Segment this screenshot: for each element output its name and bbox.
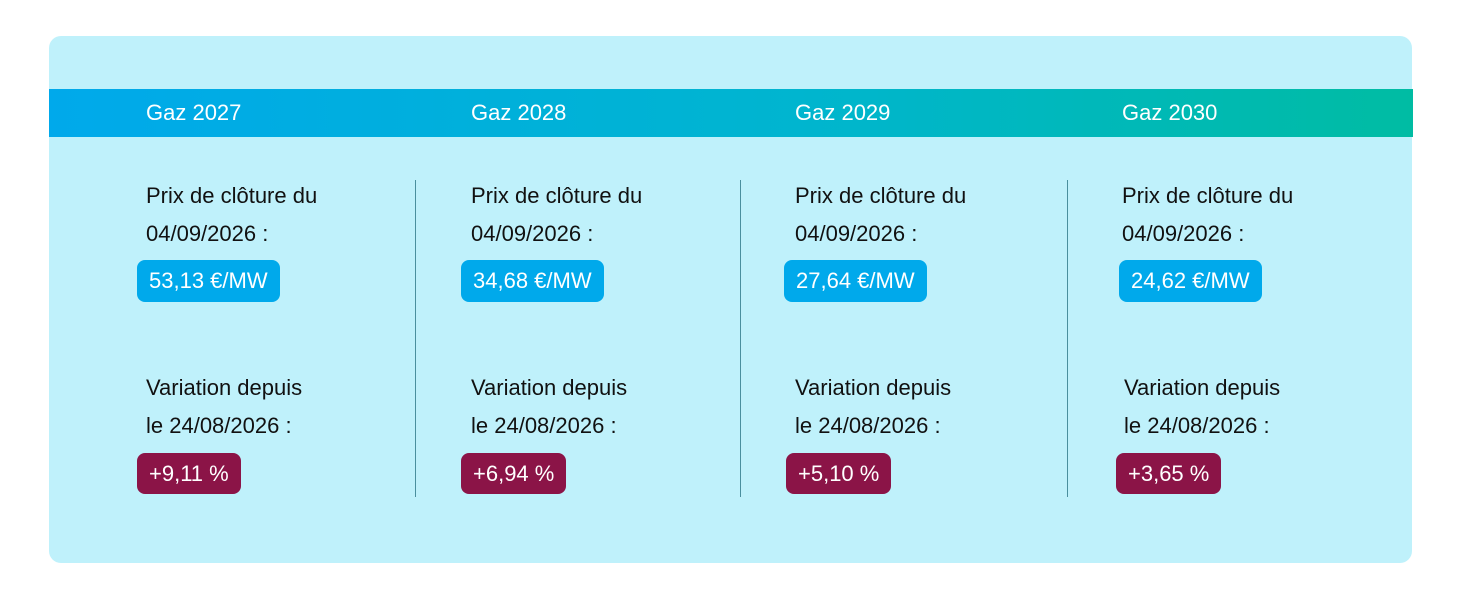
column-divider <box>740 180 741 497</box>
variation-section-gaz-2029: Variation depuis le 24/08/2026 : +5,10 % <box>786 369 951 494</box>
variation-label-line-2: le 24/08/2026 : <box>1124 413 1270 438</box>
price-label-line-2: 04/09/2026 : <box>795 221 918 246</box>
price-section-gaz-2027: Prix de clôture du 04/09/2026 : 53,13 €/… <box>137 177 317 302</box>
header-band <box>49 89 1413 137</box>
variation-label-line-2: le 24/08/2026 : <box>795 413 941 438</box>
column-divider <box>1067 180 1068 497</box>
variation-section-gaz-2030: Variation depuis le 24/08/2026 : +3,65 % <box>1116 369 1280 494</box>
price-label-line-1: Prix de clôture du <box>795 183 967 208</box>
price-badge: 53,13 €/MW <box>137 260 280 302</box>
price-section-gaz-2029: Prix de clôture du 04/09/2026 : 27,64 €/… <box>784 177 966 302</box>
variation-label-line-2: le 24/08/2026 : <box>471 413 617 438</box>
column-title-gaz-2030: Gaz 2030 <box>1122 100 1218 125</box>
variation-label-line-1: Variation depuis <box>471 375 628 400</box>
price-label-line-1: Prix de clôture du <box>471 183 643 208</box>
variation-badge: +9,11 % <box>137 453 241 494</box>
price-badge: 27,64 €/MW <box>784 260 927 302</box>
variation-label-line-1: Variation depuis <box>795 375 952 400</box>
price-label-line-1: Prix de clôture du <box>1122 183 1294 208</box>
column-divider <box>415 180 416 497</box>
variation-label-line-1: Variation depuis <box>1124 375 1281 400</box>
price-label-line-1: Prix de clôture du <box>146 183 318 208</box>
price-section-gaz-2030: Prix de clôture du 04/09/2026 : 24,62 €/… <box>1119 177 1293 302</box>
variation-badge: +3,65 % <box>1116 453 1222 494</box>
variation-label-line-2: le 24/08/2026 : <box>146 413 292 438</box>
column-title-gaz-2028: Gaz 2028 <box>471 100 567 125</box>
column-title-gaz-2027: Gaz 2027 <box>146 100 242 125</box>
variation-badge: +5,10 % <box>786 453 892 494</box>
price-badge: 34,68 €/MW <box>461 260 604 302</box>
variation-badge: +6,94 % <box>461 453 567 494</box>
variation-section-gaz-2028: Variation depuis le 24/08/2026 : +6,94 % <box>461 369 627 494</box>
variation-label-line-1: Variation depuis <box>146 375 303 400</box>
price-label-line-2: 04/09/2026 : <box>146 221 269 246</box>
column-title-gaz-2029: Gaz 2029 <box>795 100 891 125</box>
variation-section-gaz-2027: Variation depuis le 24/08/2026 : +9,11 % <box>137 369 302 494</box>
price-label-line-2: 04/09/2026 : <box>471 221 594 246</box>
price-section-gaz-2028: Prix de clôture du 04/09/2026 : 34,68 €/… <box>461 177 642 302</box>
price-label-line-2: 04/09/2026 : <box>1122 221 1245 246</box>
price-badge: 24,62 €/MW <box>1119 260 1262 302</box>
